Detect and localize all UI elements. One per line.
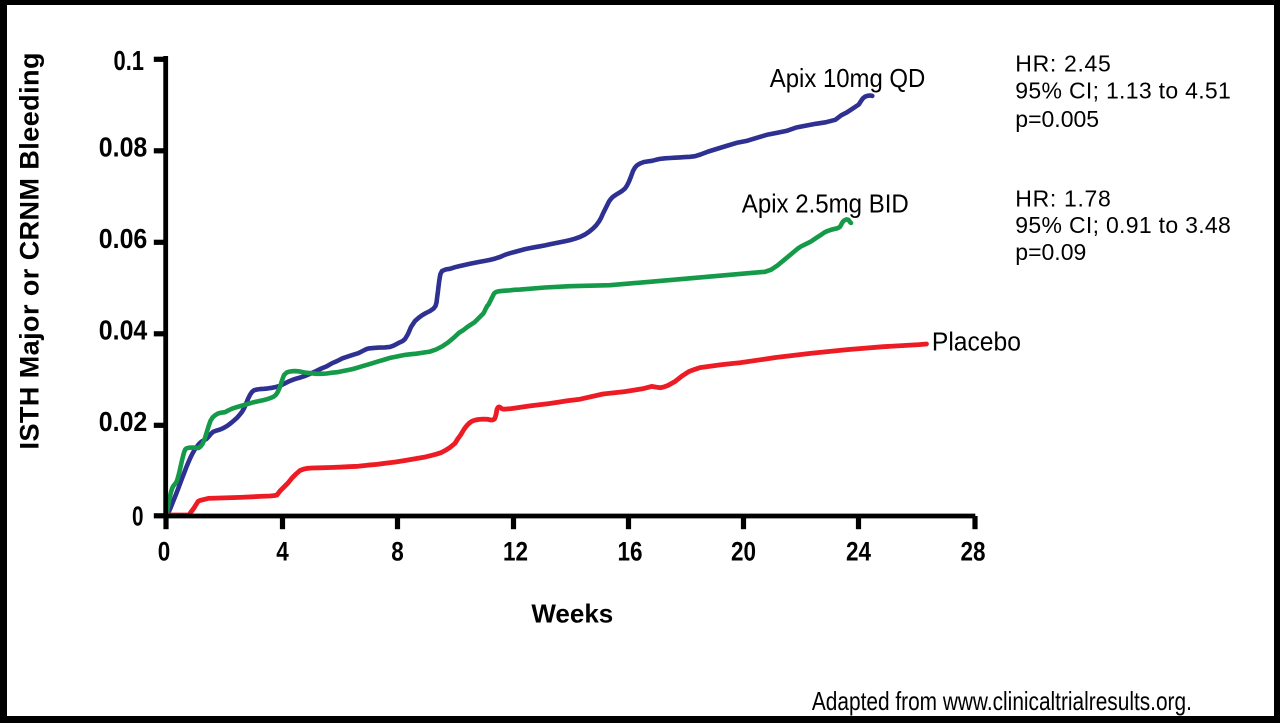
svg-text:16: 16 [618,537,643,567]
svg-text:20: 20 [731,537,756,567]
svg-text:0.08: 0.08 [99,132,148,163]
svg-text:8: 8 [391,537,404,567]
svg-text:HR: 2.45: HR: 2.45 [1015,50,1111,76]
svg-text:p=0.09: p=0.09 [1015,239,1086,265]
svg-text:Weeks: Weeks [531,599,613,629]
svg-text:p=0.005: p=0.005 [1015,106,1099,132]
svg-text:95% CI; 0.91 to 3.48: 95% CI; 0.91 to 3.48 [1015,212,1231,238]
svg-text:Apix 10mg QD: Apix 10mg QD [770,63,926,93]
svg-text:Adapted from www.clinicaltrial: Adapted from www.clinicaltrialresults.or… [812,686,1192,716]
svg-text:ISTH Major or CRNM Bleeding: ISTH Major or CRNM Bleeding [15,53,45,450]
svg-text:0: 0 [158,537,171,567]
svg-text:95% CI; 1.13 to 4.51: 95% CI; 1.13 to 4.51 [1015,78,1231,104]
svg-text:4: 4 [276,537,289,567]
svg-text:12: 12 [503,537,528,567]
svg-text:24: 24 [846,537,871,567]
svg-text:0.06: 0.06 [99,223,148,254]
svg-text:Apix 2.5mg BID: Apix 2.5mg BID [742,190,909,218]
svg-text:0.04: 0.04 [99,315,148,346]
svg-text:Placebo: Placebo [932,329,1021,357]
svg-text:0.02: 0.02 [99,406,148,437]
svg-text:0: 0 [132,500,144,531]
svg-text:0.1: 0.1 [114,45,145,76]
svg-text:HR: 1.78: HR: 1.78 [1015,186,1111,212]
svg-text:28: 28 [961,537,986,567]
